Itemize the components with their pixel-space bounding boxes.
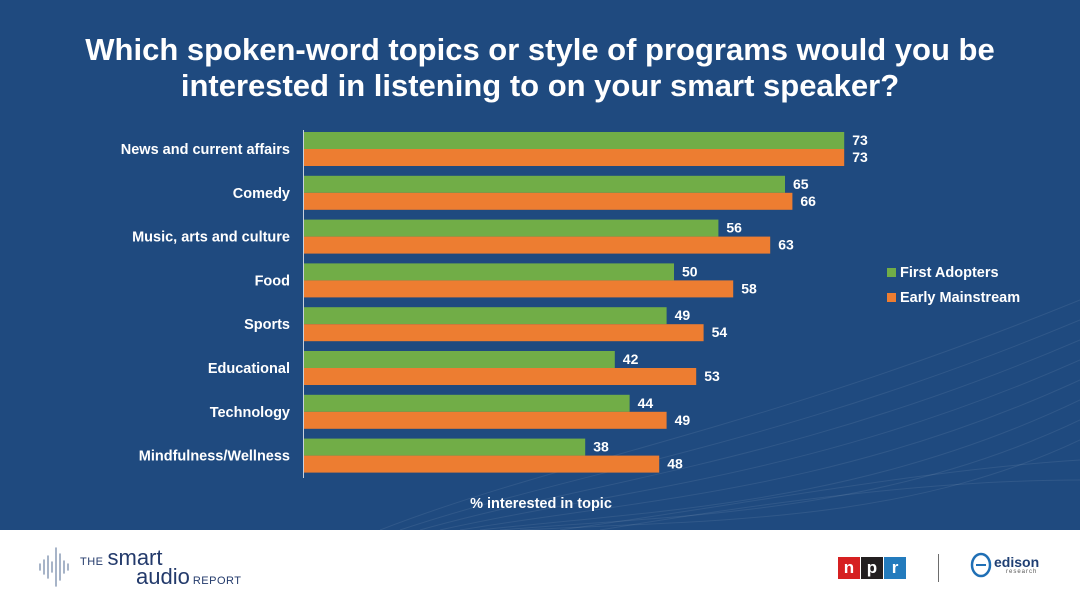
- bar-early-mainstream-mindfulness-wellness: [304, 455, 660, 473]
- x-axis-label: % interested in topic: [470, 496, 612, 512]
- category-label-sports: Sports: [244, 317, 290, 333]
- npr-letter-r: r: [884, 557, 906, 579]
- data-label-early-mainstream-technology: 49: [675, 412, 691, 428]
- legend-swatch-first-adopters: [887, 268, 896, 277]
- brand-wordmark: THE smart audio REPORT: [80, 547, 241, 588]
- chart-title: Which spoken-word topics or style of pro…: [0, 32, 1080, 104]
- data-label-first-adopters-technology: 44: [638, 395, 654, 411]
- bar-first-adopters-comedy: [304, 175, 785, 193]
- legend-item-early-mainstream: Early Mainstream: [887, 285, 1020, 310]
- legend-label-early-mainstream: Early Mainstream: [900, 289, 1021, 306]
- bar-early-mainstream-sports: [304, 324, 704, 342]
- npr-letter-p: p: [861, 557, 883, 579]
- brand-smart-text: smart: [107, 545, 163, 570]
- sound-wave-icon: [39, 547, 69, 587]
- legend-item-first-adopters: First Adopters: [887, 260, 1020, 285]
- bar-early-mainstream-educational: [304, 368, 697, 385]
- chart-panel: Which spoken-word topics or style of pro…: [0, 0, 1080, 530]
- category-label-news-and-current-affairs: News and current affairs: [121, 142, 290, 158]
- bar-early-mainstream-comedy: [304, 192, 793, 210]
- data-label-first-adopters-sports: 49: [675, 307, 691, 323]
- bar-first-adopters-sports: [304, 307, 667, 325]
- edison-name-text: edison: [994, 554, 1040, 570]
- data-label-first-adopters-news-and-current-affairs: 73: [852, 132, 868, 148]
- npr-logo: n p r: [838, 557, 907, 579]
- legend-label-first-adopters: First Adopters: [900, 264, 999, 281]
- edison-swirl-icon: [970, 552, 992, 578]
- category-label-technology: Technology: [210, 405, 290, 421]
- data-label-early-mainstream-sports: 54: [712, 324, 728, 340]
- category-label-mindfulness-wellness: Mindfulness/Wellness: [139, 449, 290, 465]
- data-label-first-adopters-food: 50: [682, 263, 698, 279]
- bar-first-adopters-music-arts-and-culture: [304, 219, 719, 237]
- bar-first-adopters-educational: [304, 351, 615, 368]
- npr-letter-n: n: [838, 557, 860, 579]
- edison-sub-text: research: [1006, 569, 1038, 575]
- brand-the-text: THE: [80, 556, 104, 568]
- data-label-early-mainstream-mindfulness-wellness: 48: [667, 456, 683, 472]
- footer: THE smart audio REPORT n p r edison rese…: [0, 530, 1080, 608]
- bar-early-mainstream-technology: [304, 411, 667, 429]
- data-label-early-mainstream-food: 58: [741, 280, 757, 296]
- bar-early-mainstream-news-and-current-affairs: [304, 149, 845, 166]
- legend-swatch-early-mainstream: [887, 293, 896, 302]
- background-wave-decoration: [379, 299, 1080, 530]
- data-label-first-adopters-educational: 42: [623, 351, 639, 367]
- category-label-educational: Educational: [208, 361, 290, 377]
- bar-first-adopters-technology: [304, 394, 630, 412]
- chart-legend: First Adopters Early Mainstream: [887, 260, 1020, 310]
- data-label-first-adopters-music-arts-and-culture: 56: [726, 220, 742, 236]
- edison-research-logo: edison research: [970, 552, 1039, 578]
- bar-early-mainstream-food: [304, 280, 734, 298]
- data-label-first-adopters-mindfulness-wellness: 38: [593, 439, 609, 455]
- data-label-early-mainstream-comedy: 66: [800, 193, 816, 209]
- bar-early-mainstream-music-arts-and-culture: [304, 236, 771, 254]
- data-label-early-mainstream-educational: 53: [704, 368, 720, 384]
- chart-title-line-1: Which spoken-word topics or style of pro…: [85, 32, 995, 67]
- category-label-comedy: Comedy: [233, 186, 290, 202]
- brand-report-text: REPORT: [192, 575, 242, 587]
- edison-wordmark: edison research: [994, 555, 1039, 575]
- data-label-early-mainstream-music-arts-and-culture: 63: [778, 237, 794, 253]
- bar-first-adopters-food: [304, 263, 674, 281]
- data-label-early-mainstream-news-and-current-affairs: 73: [852, 149, 868, 165]
- brand-audio-text: audio: [136, 564, 190, 589]
- data-label-first-adopters-comedy: 65: [793, 176, 809, 192]
- logo-divider: [938, 554, 939, 582]
- bar-chart: % interested in topic News and current a…: [121, 130, 868, 512]
- chart-title-line-2: interested in listening to on your smart…: [180, 68, 900, 103]
- bar-first-adopters-news-and-current-affairs: [304, 132, 845, 149]
- bar-first-adopters-mindfulness-wellness: [304, 438, 586, 456]
- category-label-food: Food: [255, 273, 290, 289]
- category-label-music-arts-and-culture: Music, arts and culture: [132, 230, 290, 246]
- smart-audio-report-logo: THE smart audio REPORT: [38, 544, 241, 588]
